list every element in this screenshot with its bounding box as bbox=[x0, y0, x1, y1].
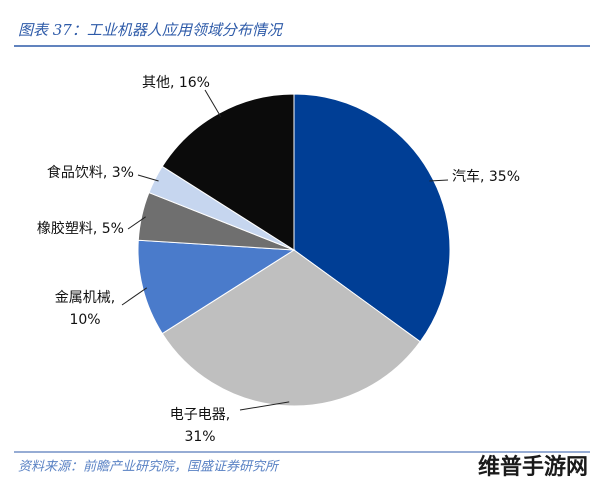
slice-label: 电子电器, bbox=[170, 407, 230, 423]
leader-line bbox=[137, 174, 159, 182]
pie-slice bbox=[161, 249, 421, 407]
slice-label: 10% bbox=[69, 312, 100, 328]
slice-label: 其他, 16% bbox=[142, 75, 210, 91]
pie-slice bbox=[293, 93, 451, 343]
slice-label: 31% bbox=[184, 429, 215, 445]
slice-label: 食品饮料, 3% bbox=[47, 164, 134, 181]
slice-label: 金属机械, bbox=[55, 290, 115, 306]
leader-line bbox=[127, 216, 146, 230]
leader-line bbox=[239, 401, 290, 411]
source-note: 资料来源：前瞻产业研究院，国盛证券研究所 bbox=[18, 459, 280, 475]
slice-label: 橡胶塑料, 5% bbox=[37, 220, 124, 237]
leader-line bbox=[429, 179, 449, 182]
chart-title: 图表 37：工业机器人应用领域分布情况 bbox=[18, 21, 284, 39]
slice-label: 汽车, 35% bbox=[452, 168, 520, 185]
leader-line bbox=[204, 89, 222, 118]
leader-line bbox=[121, 287, 148, 306]
watermark: 维普手游网 bbox=[478, 454, 588, 480]
pie-slice bbox=[137, 239, 296, 335]
